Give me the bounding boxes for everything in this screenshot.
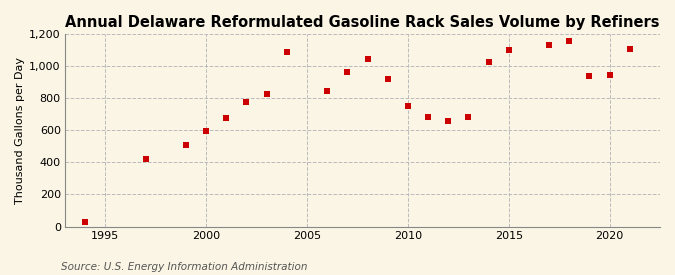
Point bbox=[443, 119, 454, 123]
Point bbox=[322, 89, 333, 93]
Point bbox=[463, 114, 474, 119]
Point bbox=[382, 77, 393, 81]
Text: Source: U.S. Energy Information Administration: Source: U.S. Energy Information Administ… bbox=[61, 262, 307, 272]
Point bbox=[504, 48, 514, 52]
Point bbox=[483, 60, 494, 64]
Point bbox=[423, 114, 433, 119]
Point bbox=[584, 73, 595, 78]
Point bbox=[281, 50, 292, 55]
Point bbox=[543, 43, 554, 47]
Point bbox=[564, 39, 574, 43]
Point bbox=[362, 57, 373, 61]
Point bbox=[241, 100, 252, 104]
Point bbox=[140, 157, 151, 161]
Point bbox=[80, 220, 90, 224]
Point bbox=[604, 73, 615, 77]
Point bbox=[624, 47, 635, 51]
Title: Annual Delaware Reformulated Gasoline Rack Sales Volume by Refiners: Annual Delaware Reformulated Gasoline Ra… bbox=[65, 15, 659, 30]
Y-axis label: Thousand Gallons per Day: Thousand Gallons per Day bbox=[15, 57, 25, 204]
Point bbox=[200, 129, 211, 133]
Point bbox=[342, 70, 353, 74]
Point bbox=[261, 92, 272, 96]
Point bbox=[402, 104, 413, 108]
Point bbox=[221, 116, 232, 120]
Point bbox=[181, 142, 192, 147]
